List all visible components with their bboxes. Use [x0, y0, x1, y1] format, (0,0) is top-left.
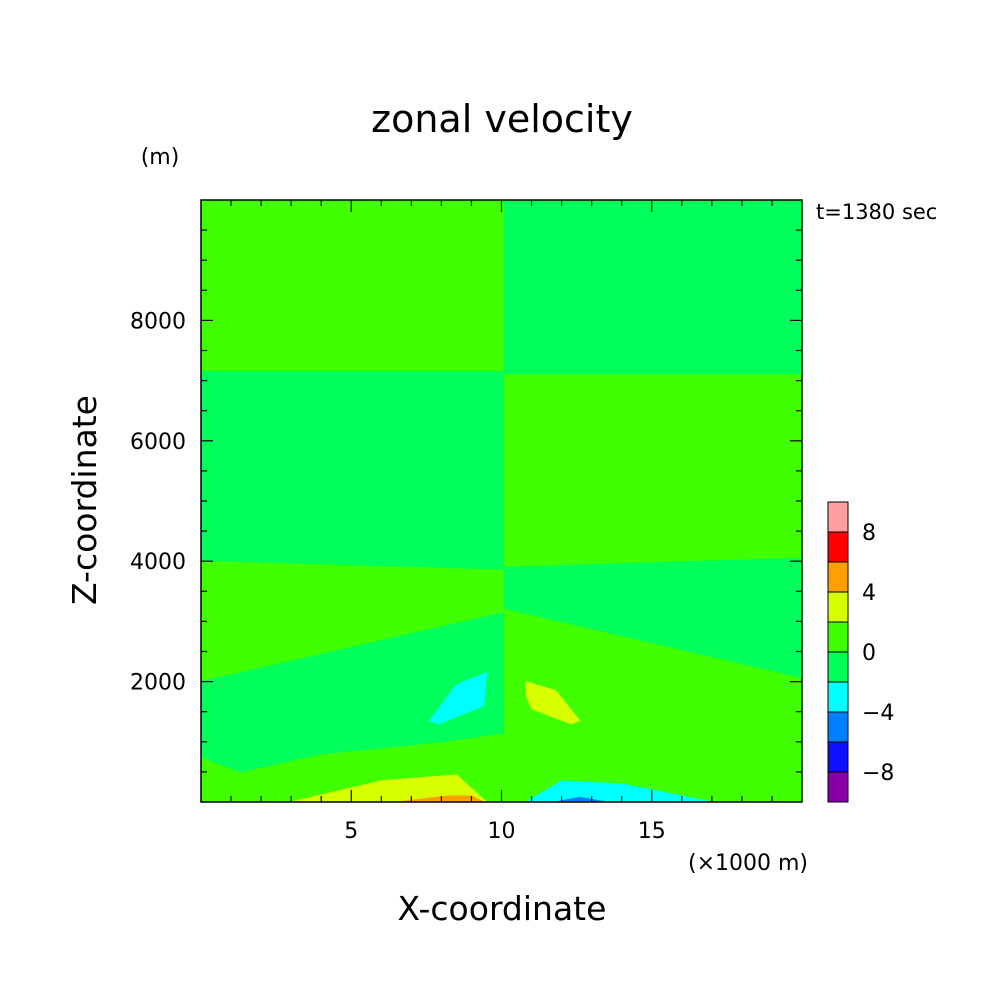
contour-region-13 [525, 680, 581, 725]
colorbar-swatch [827, 501, 849, 533]
y-tick-label: 6000 [130, 430, 186, 455]
colorbar-label: −8 [862, 761, 894, 786]
y-tick-label: 2000 [130, 671, 186, 696]
contour-region-9 [396, 795, 484, 802]
colorbar-swatch [827, 741, 849, 773]
y-tick-label: 4000 [130, 550, 186, 575]
contour-region-6 [201, 611, 505, 773]
x-tick-label: 5 [344, 819, 358, 844]
y-axis-label: Z-coordinate [65, 395, 104, 605]
contour-region-8 [290, 774, 488, 802]
contour-region-10 [524, 780, 712, 802]
contour-region-7 [504, 608, 802, 773]
x-tick-label: 15 [638, 819, 666, 844]
colorbar-swatch [827, 621, 849, 653]
contour-region-0 [201, 200, 505, 373]
contour-region-12 [428, 671, 488, 725]
contour-region-1 [504, 200, 802, 376]
axis-tick-labels: 5 10 15 2000 4000 6000 8000 [130, 309, 666, 844]
colorbar-swatch [827, 651, 849, 683]
colorbar-label: 8 [862, 521, 876, 546]
x-tick-label: 10 [488, 819, 516, 844]
axis-ticks [201, 200, 802, 802]
y-unit-label: (m) [141, 145, 180, 170]
x-unit-label: (×1000 m) [688, 851, 808, 876]
colorbar-swatch [827, 561, 849, 593]
colorbar: 8 4 0 −4 −8 [827, 501, 894, 803]
colorbar-label: 4 [862, 581, 876, 606]
x-axis-label: X-coordinate [398, 889, 607, 928]
colorbar-swatch [827, 591, 849, 623]
y-tick-label: 8000 [130, 309, 186, 334]
colorbar-label: −4 [862, 701, 894, 726]
plot-area [201, 200, 802, 802]
contour-region-2 [201, 371, 505, 571]
colorbar-swatch [827, 681, 849, 713]
contour-regions [201, 200, 802, 802]
time-label: t=1380 sec [816, 200, 937, 224]
colorbar-label: 0 [862, 641, 876, 666]
colorbar-swatch [827, 711, 849, 743]
colorbar-swatch [827, 531, 849, 563]
chart-title: zonal velocity [371, 97, 633, 141]
colorbar-swatch [827, 771, 849, 803]
contour-region-3 [504, 374, 802, 568]
